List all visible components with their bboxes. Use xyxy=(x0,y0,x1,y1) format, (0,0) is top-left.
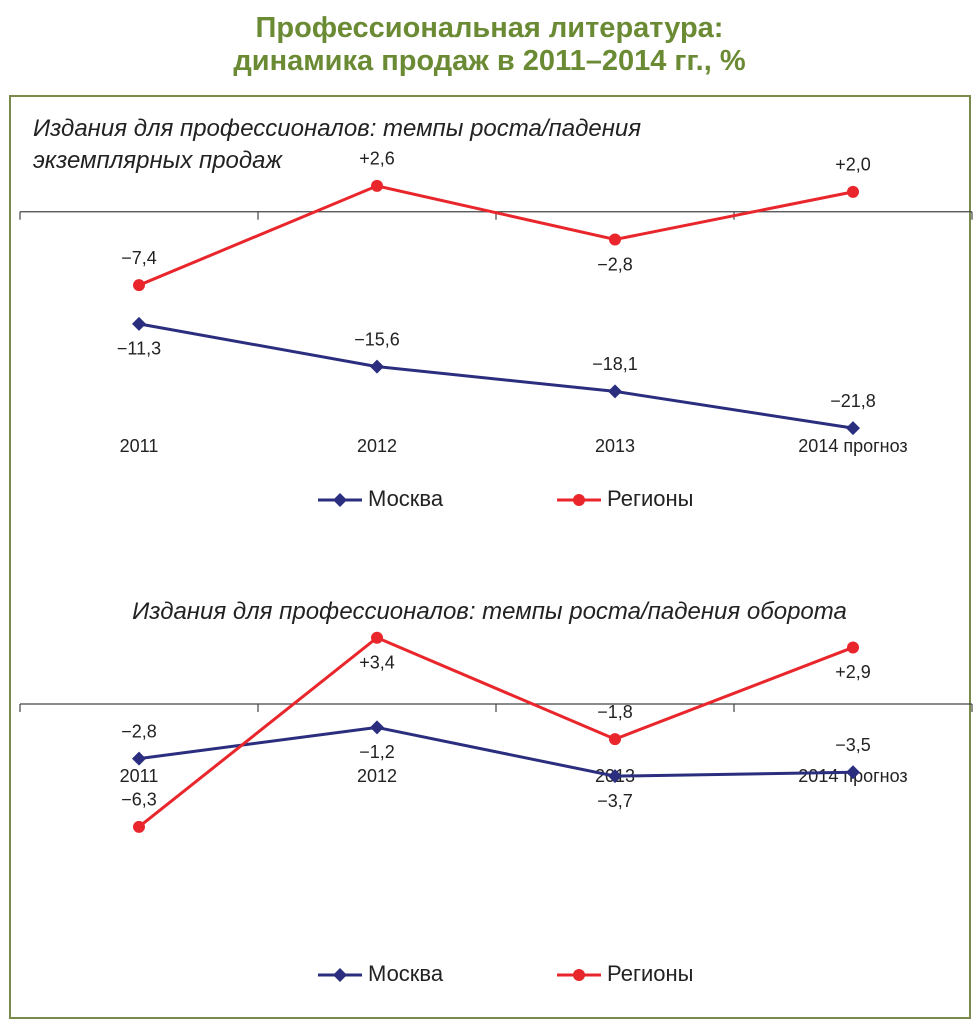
x-tick-label: 2013 xyxy=(595,436,635,456)
marker xyxy=(573,494,585,506)
marker xyxy=(333,968,347,982)
marker xyxy=(847,185,859,198)
x-tick-label: 2011 xyxy=(120,436,159,456)
marker xyxy=(608,384,622,399)
data-label: −11,3 xyxy=(117,339,161,359)
data-label: −21,8 xyxy=(830,391,876,411)
legend-label: Регионы xyxy=(607,961,693,986)
marker xyxy=(132,316,146,331)
marker xyxy=(133,279,145,292)
marker xyxy=(609,733,621,746)
chart-subtitle: Издания для профессионалов: темпы роста/… xyxy=(132,598,847,625)
marker xyxy=(371,631,383,644)
x-tick-label: 2014 прогноз xyxy=(798,436,907,456)
data-label: +2,9 xyxy=(835,662,871,682)
chart-subtitle: Издания для профессионалов: темпы роста/… xyxy=(33,115,642,174)
data-label: +2,0 xyxy=(835,155,871,175)
marker xyxy=(846,421,860,436)
data-label: −15,6 xyxy=(354,329,400,349)
marker xyxy=(133,820,145,833)
series-line xyxy=(138,725,854,778)
marker xyxy=(847,641,859,654)
data-label: −6,3 xyxy=(121,790,157,810)
x-tick-label: 2012 xyxy=(357,766,397,786)
marker xyxy=(608,769,622,784)
marker xyxy=(573,969,585,981)
data-label: −7,4 xyxy=(121,248,157,268)
series-line xyxy=(138,635,854,829)
data-label: −3,7 xyxy=(597,791,633,811)
marker xyxy=(846,765,860,780)
data-label: −2,8 xyxy=(121,721,157,741)
legend-label: Регионы xyxy=(607,486,693,511)
marker xyxy=(333,493,347,507)
page-title: Профессиональная литература: динамика пр… xyxy=(233,12,746,77)
marker xyxy=(370,359,384,374)
data-label: −3,5 xyxy=(835,735,871,755)
marker xyxy=(132,751,146,766)
series-line xyxy=(138,322,854,430)
legend-label: Москва xyxy=(368,486,444,511)
data-label: −1,2 xyxy=(359,742,395,762)
marker xyxy=(370,720,384,735)
legend-label: Москва xyxy=(368,961,444,986)
data-label: +2,6 xyxy=(359,149,395,169)
x-tick-label: 2011 xyxy=(120,766,159,786)
data-label: −1,8 xyxy=(597,702,633,722)
data-label: −18,1 xyxy=(592,354,638,374)
data-label: +3,4 xyxy=(359,652,395,672)
marker xyxy=(609,233,621,246)
series-line xyxy=(138,184,854,287)
data-label: −2,8 xyxy=(597,254,633,274)
marker xyxy=(371,179,383,192)
x-tick-label: 2012 xyxy=(357,436,397,456)
